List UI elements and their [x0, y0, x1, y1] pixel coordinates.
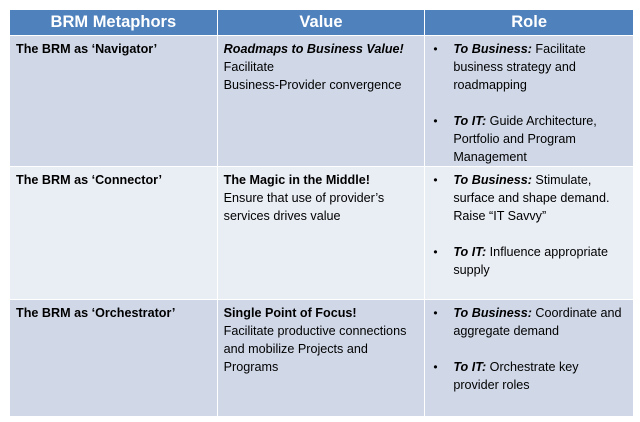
role-list: • To Business: Facilitate business strate…	[431, 40, 627, 166]
role-item: • To Business: Coordinate and aggregate d…	[431, 304, 627, 340]
bullet-icon: •	[433, 306, 438, 320]
value-text: Business-Provider convergence	[223, 78, 402, 92]
value-cell: The Magic in the Middle! Ensure that use…	[216, 166, 426, 300]
bullet-icon: •	[433, 245, 438, 259]
role-item: • To Business: Stimulate, surface and sha…	[431, 171, 627, 225]
role-text: Facilitate business strategy and roadmap…	[453, 42, 586, 92]
bullet-icon: •	[433, 42, 438, 56]
value-cell: Roadmaps to Business Value! Facilitate B…	[216, 35, 426, 167]
table-row-navigator: The BRM as ‘Navigator’ Roadmaps to Busin…	[9, 35, 634, 167]
role-list: • To Business: Coordinate and aggregate d…	[431, 304, 627, 394]
role-text: Stimulate, surface and shape demand. Rai…	[453, 173, 610, 223]
table-row-orchestrator: The BRM as ‘Orchestrator’ Single Point o…	[9, 299, 634, 417]
role-cell: • To Business: Facilitate business strate…	[424, 35, 634, 167]
role-lead: To IT:	[453, 360, 487, 374]
role-list: • To Business: Stimulate, surface and sha…	[431, 171, 627, 279]
value-text: Facilitate productive connections and mo…	[223, 324, 407, 374]
value-text: Facilitate	[223, 60, 275, 74]
table-row-connector: The BRM as ‘Connector’ The Magic in the …	[9, 166, 634, 300]
role-text: Guide Architecture, Portfolio and Progra…	[453, 114, 597, 164]
role-item: • To IT: Influence appropriate supply	[431, 243, 627, 279]
bullet-icon: •	[433, 360, 438, 374]
metaphor-cell: The BRM as ‘Connector’	[9, 166, 218, 300]
role-cell: • To Business: Stimulate, surface and sha…	[424, 166, 634, 300]
header-brm-metaphors: BRM Metaphors	[9, 9, 218, 36]
role-item: • To IT: Guide Architecture, Portfolio an…	[431, 112, 627, 166]
role-text: Influence appropriate supply	[453, 245, 609, 277]
role-block: • To Business: Facilitate business strate…	[425, 36, 633, 166]
role-item: • To IT: Orchestrate key provider roles	[431, 358, 627, 394]
brm-metaphors-table: BRM Metaphors Value Role The BRM as ‘Nav…	[9, 9, 634, 417]
value-title: Roadmaps to Business Value!	[223, 42, 404, 56]
role-lead: To IT:	[453, 114, 487, 128]
role-text: Coordinate and aggregate demand	[453, 306, 622, 338]
metaphor-cell: The BRM as ‘Orchestrator’	[9, 299, 218, 417]
role-item: • To Business: Facilitate business strate…	[431, 40, 627, 94]
role-block: • To Business: Stimulate, surface and sha…	[425, 167, 633, 279]
role-cell: • To Business: Coordinate and aggregate d…	[424, 299, 634, 417]
value-block: The Magic in the Middle! Ensure that use…	[218, 167, 425, 225]
header-value: Value	[216, 9, 426, 36]
bullet-icon: •	[433, 114, 438, 128]
value-text: Ensure that use of provider’s services d…	[223, 191, 385, 223]
value-title: Single Point of Focus!	[223, 306, 357, 320]
metaphor-cell: The BRM as ‘Navigator’	[9, 35, 218, 167]
role-lead: To Business:	[453, 42, 532, 56]
role-lead: To IT:	[453, 245, 487, 259]
header-row: BRM Metaphors Value Role	[9, 9, 634, 36]
value-title: The Magic in the Middle!	[223, 173, 370, 187]
bullet-icon: •	[433, 173, 438, 187]
role-lead: To Business:	[453, 306, 532, 320]
role-lead: To Business:	[453, 173, 532, 187]
value-block: Single Point of Focus! Facilitate produc…	[218, 300, 425, 376]
metaphor-label: The BRM as ‘Navigator’	[16, 42, 158, 56]
value-block: Roadmaps to Business Value! Facilitate B…	[218, 36, 425, 94]
role-block: • To Business: Coordinate and aggregate d…	[425, 300, 633, 394]
metaphor-label: The BRM as ‘Orchestrator’	[16, 306, 176, 320]
metaphor-label: The BRM as ‘Connector’	[16, 173, 163, 187]
value-cell: Single Point of Focus! Facilitate produc…	[216, 299, 426, 417]
role-text: Orchestrate key provider roles	[453, 360, 579, 392]
header-role: Role	[424, 9, 634, 36]
